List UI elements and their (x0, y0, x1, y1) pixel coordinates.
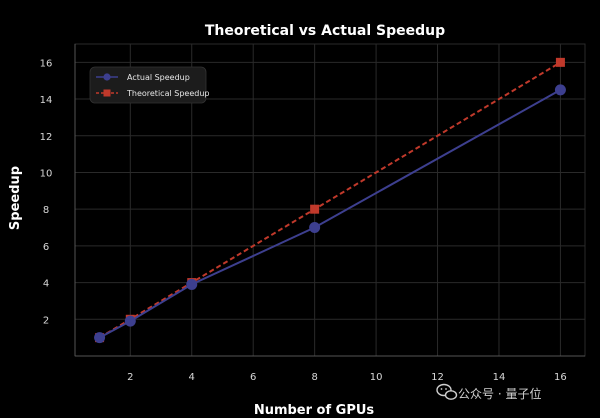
y-tick-label: 4 (43, 279, 49, 290)
x-tick-label: 16 (554, 372, 567, 383)
legend-marker-theoretical (103, 89, 111, 97)
data-point-theoretical (310, 204, 320, 214)
x-tick-label: 14 (493, 372, 506, 383)
y-tick-label: 14 (40, 95, 53, 106)
x-tick-label: 2 (127, 372, 133, 383)
series-layer (94, 57, 566, 344)
y-tick-label: 2 (43, 315, 49, 326)
wechat-icon (436, 383, 458, 400)
y-tick-label: 8 (43, 205, 49, 216)
data-point-actual (309, 222, 321, 234)
x-tick-label: 8 (311, 372, 317, 383)
grid-lines (74, 43, 586, 357)
data-point-actual (124, 315, 136, 327)
y-tick-labels: 2 4 6 8 10 12 14 16 (40, 58, 53, 326)
legend-marker-actual (103, 73, 111, 81)
watermark-text: 公众号 · 量子位 (458, 386, 541, 401)
legend-label-theoretical: Theoretical Speedup (126, 89, 209, 98)
y-tick-label: 10 (40, 168, 53, 179)
legend-box (89, 66, 207, 104)
watermark: 公众号 · 量子位 (436, 383, 541, 401)
legend-label-actual: Actual Speedup (127, 73, 190, 82)
x-tick-labels: 2 4 6 8 10 12 14 16 (127, 372, 567, 383)
y-axis-label: Speedup (8, 166, 23, 230)
x-tick-label: 4 (189, 372, 195, 383)
data-point-theoretical (555, 57, 565, 67)
data-point-actual (186, 278, 198, 290)
legend: Actual Speedup Theoretical Speedup (89, 66, 209, 104)
x-axis-label: Number of GPUs (254, 403, 375, 418)
y-tick-label: 12 (40, 132, 53, 143)
x-tick-label: 12 (431, 372, 444, 383)
chart-title: Theoretical vs Actual Speedup (205, 23, 445, 39)
y-tick-label: 6 (43, 242, 49, 253)
x-tick-label: 6 (250, 372, 256, 383)
x-tick-label: 10 (370, 372, 383, 383)
data-point-actual (554, 84, 566, 96)
y-tick-label: 16 (40, 58, 53, 69)
data-point-actual (94, 332, 106, 344)
